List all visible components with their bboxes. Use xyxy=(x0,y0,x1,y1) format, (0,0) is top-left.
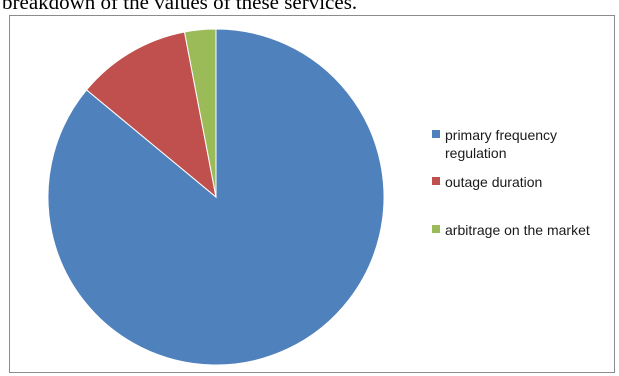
legend-swatch-1 xyxy=(432,177,440,185)
legend-label: outage duration xyxy=(445,174,543,190)
chart-legend: primary frequency regulation outage dura… xyxy=(432,126,618,256)
legend-swatch-0 xyxy=(432,130,440,138)
legend-item: outage duration xyxy=(432,173,618,191)
caption-text: breakdown of the values of these service… xyxy=(2,0,358,14)
legend-label: arbitrage on the market xyxy=(445,222,590,238)
legend-item: arbitrage on the market xyxy=(432,221,618,239)
legend-swatch-2 xyxy=(432,225,440,233)
legend-label: primary frequency regulation xyxy=(445,127,558,161)
pie-slice-outage-duration xyxy=(85,31,217,199)
legend-item: primary frequency regulation xyxy=(432,126,618,162)
pie-slice-primary-frequency-regulation xyxy=(47,28,385,366)
pie-slice-arbitrage-on-the-market xyxy=(183,28,217,198)
